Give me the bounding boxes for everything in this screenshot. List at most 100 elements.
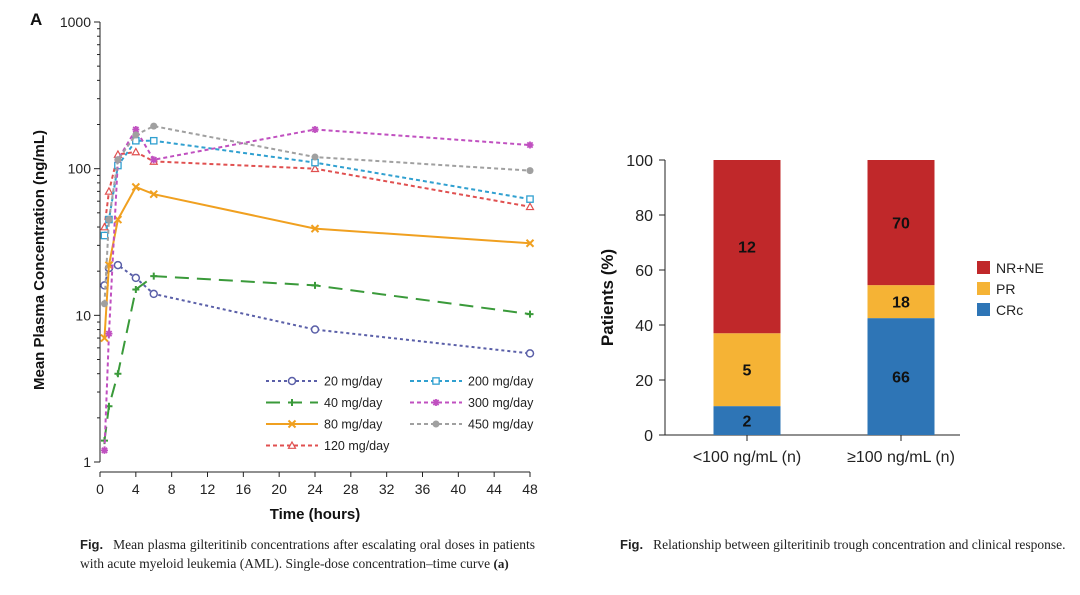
bar-data-label: 12 (738, 240, 756, 257)
legend-label: 300 mg/day (468, 396, 534, 410)
left-caption-prefix: Fig. (80, 537, 104, 552)
y-axis-title: Mean Plasma Concentration (ng/mL) (31, 130, 48, 390)
left-caption-suffix: (a) (493, 556, 509, 571)
right-caption-text: Relationship between gilteritinib trough… (653, 537, 1066, 552)
x-tick-label: 0 (96, 481, 104, 497)
data-point (432, 420, 440, 428)
bar-data-label: 5 (743, 363, 752, 380)
data-point (311, 153, 319, 161)
data-point (287, 419, 297, 429)
data-point (526, 141, 534, 149)
x-tick-label: 36 (415, 481, 431, 497)
data-point (525, 202, 535, 211)
data-point (525, 239, 535, 248)
data-point (149, 289, 158, 299)
x-tick-label: 20 (271, 481, 287, 497)
bar-data-label: 2 (743, 414, 752, 431)
legend-label: 120 mg/day (324, 439, 390, 453)
legend-item: 200 mg/day (410, 375, 534, 389)
data-point (105, 216, 113, 224)
y-tick-label: 80 (635, 208, 653, 225)
data-point (526, 195, 534, 203)
series-80-mg-day (100, 182, 535, 343)
legend-item: 120 mg/day (266, 439, 390, 453)
response-bar-chart: 0 20 40 60 80 100 Patients (%) <100 ng/mL (n) 2 5… (598, 153, 1044, 466)
legend-item: CRc (977, 302, 1023, 318)
left-caption: Fig. Mean plasma gilteritinib concentrati… (80, 535, 535, 573)
data-point (114, 370, 122, 378)
x-tick-label: 44 (486, 481, 502, 497)
y-tick-label: 0 (644, 428, 653, 445)
y-tick-label: 40 (635, 318, 653, 335)
legend-item: NR+NE (977, 260, 1044, 276)
data-point (526, 167, 534, 175)
bar-segment-nr-ne (867, 160, 935, 286)
x-tick-label: 8 (168, 481, 176, 497)
legend-item: 300 mg/day (410, 396, 534, 410)
y-tick-label: 1 (83, 454, 91, 470)
legend-label: 40 mg/day (324, 396, 383, 410)
legend-item: PR (977, 281, 1015, 297)
legend-item: 450 mg/day (410, 418, 534, 432)
data-point (105, 330, 113, 338)
x-tick-label: 28 (343, 481, 359, 497)
legend-swatch (977, 303, 990, 316)
bar-data-label: 18 (892, 295, 910, 312)
bar-segment-pr (713, 333, 781, 407)
series-line (103, 275, 531, 441)
legend-label: 20 mg/day (324, 375, 383, 389)
legend-item: 20 mg/day (266, 375, 383, 389)
legend-swatch (977, 282, 990, 295)
data-point (131, 273, 141, 283)
legend-label: 450 mg/day (468, 418, 534, 432)
x-tick-label: ≥100 ng/mL (n) (847, 449, 955, 466)
x-tick-label: 32 (379, 481, 395, 497)
y-axis-title: Patients (%) (598, 249, 617, 346)
legend-label: CRc (996, 302, 1023, 318)
data-point (149, 189, 158, 199)
data-point (132, 125, 140, 133)
data-point (311, 125, 319, 133)
legend-label: 80 mg/day (324, 418, 383, 432)
data-point (287, 440, 297, 449)
x-tick-label: 16 (236, 481, 252, 497)
right-caption: Fig. Relationship between gilteritinib tr… (620, 535, 1075, 554)
legend-item: 40 mg/day (266, 396, 383, 410)
series-450-mg-day (100, 122, 534, 308)
data-point (311, 281, 319, 289)
data-point (114, 156, 122, 164)
data-point (132, 131, 140, 139)
data-point (131, 182, 141, 192)
bar-segment-nr-ne (713, 160, 781, 334)
legend-label: 200 mg/day (468, 375, 534, 389)
legend-label: NR+NE (996, 260, 1044, 276)
right-caption-prefix: Fig. (620, 537, 644, 552)
series-40-mg-day (100, 272, 534, 445)
x-tick-label: 4 (132, 481, 140, 497)
data-point (131, 147, 141, 156)
series-line (103, 125, 531, 304)
data-point (288, 399, 296, 406)
y-tick-label: 60 (635, 263, 653, 280)
bar-data-label: 70 (892, 216, 910, 233)
y-tick-label: 10 (75, 307, 91, 323)
series-line (103, 264, 531, 355)
data-point (150, 122, 158, 130)
data-point (113, 260, 123, 270)
legend: 20 mg/day 40 mg/day 80 mg/day 120 mg/day 200… (266, 375, 534, 453)
data-point (132, 286, 140, 294)
legend-item: 80 mg/day (266, 418, 383, 432)
data-point (526, 310, 534, 318)
bar-segment-crc (713, 406, 781, 435)
data-point (150, 156, 158, 164)
data-point (150, 272, 158, 280)
legend-swatch (977, 261, 990, 274)
y-tick-label: 1000 (60, 14, 91, 30)
bar-segment-crc (867, 318, 935, 435)
x-tick-label: <100 ng/mL (n) (693, 449, 801, 466)
y-tick-label: 100 (626, 153, 653, 170)
data-point (100, 446, 108, 454)
data-point (525, 349, 535, 358)
y-tick-label: 100 (68, 161, 92, 177)
bar-segment-pr (867, 285, 935, 319)
